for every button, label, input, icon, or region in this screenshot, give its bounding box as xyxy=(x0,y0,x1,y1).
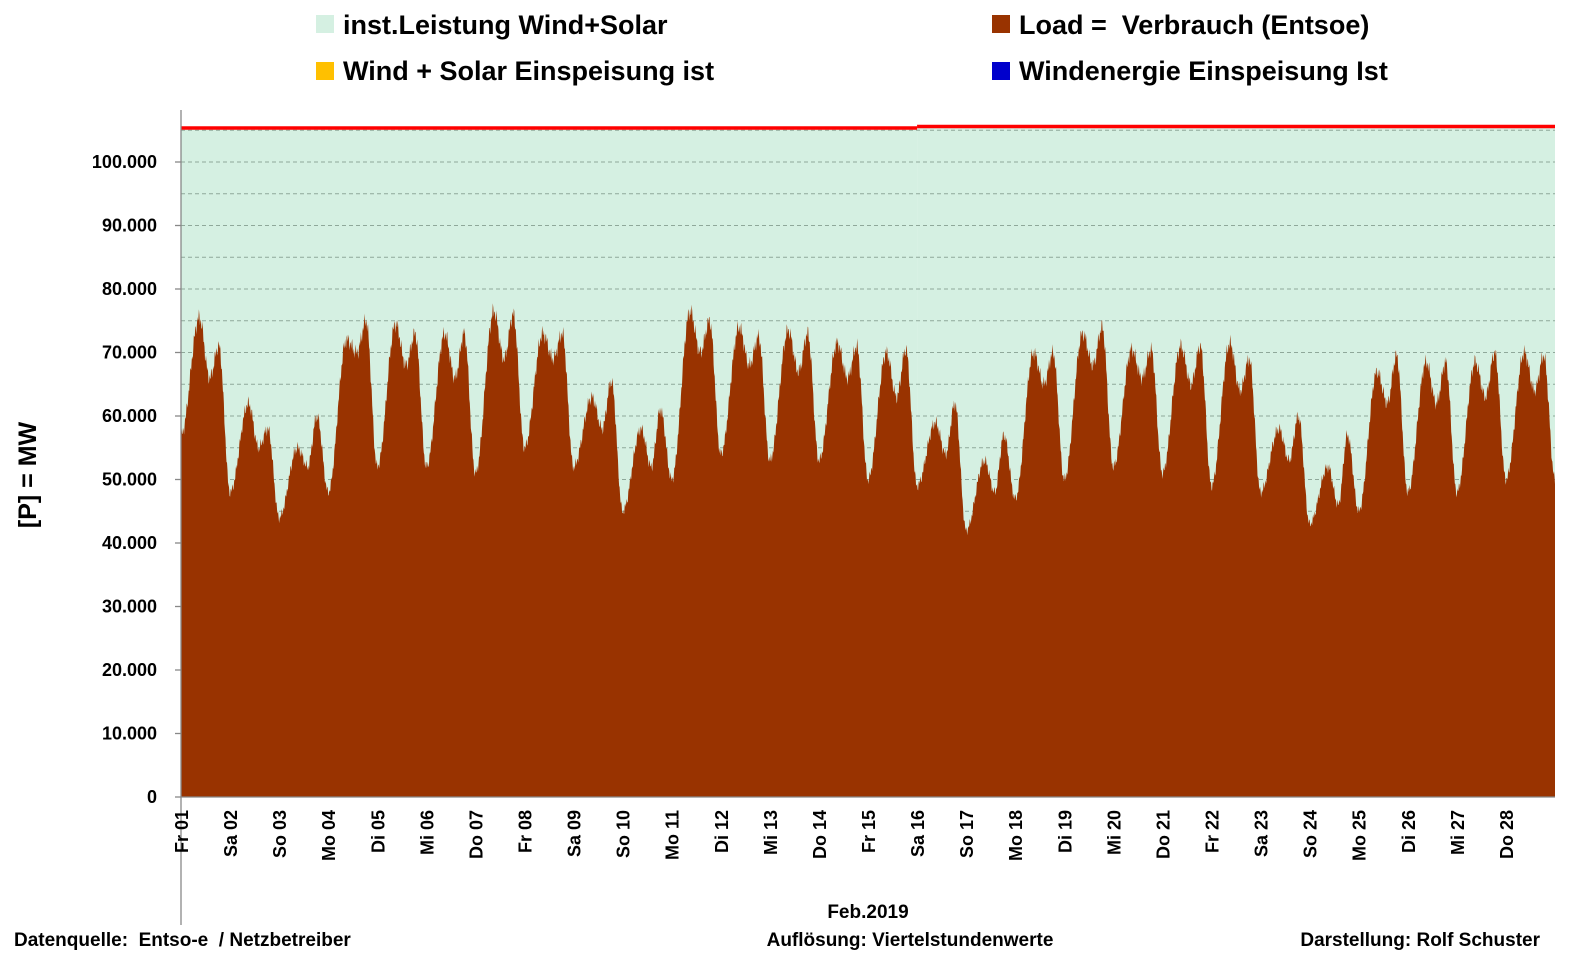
y-tick-label: 90.000 xyxy=(102,216,157,236)
y-tick-label: 50.000 xyxy=(102,470,157,490)
x-tick-label: Fr 08 xyxy=(516,810,536,853)
footer-author: Darstellung: Rolf Schuster xyxy=(1300,930,1540,951)
legend-swatch-wind xyxy=(992,62,1010,80)
x-tick-label: Do 21 xyxy=(1153,810,1173,859)
x-tick-label: So 10 xyxy=(614,810,634,858)
legend-label-wind: Windenergie Einspeisung Ist xyxy=(1019,56,1388,86)
x-tick-label: Mi 06 xyxy=(417,810,437,855)
x-tick-label: Sa 02 xyxy=(221,810,241,857)
x-tick-label: Mi 20 xyxy=(1104,810,1124,855)
legend: inst.Leistung Wind+Solar Load = Verbrauc… xyxy=(316,10,1388,86)
x-tick-label: Di 05 xyxy=(368,810,388,853)
x-tick-label: So 03 xyxy=(270,810,290,858)
y-tick-label: 60.000 xyxy=(102,406,157,426)
legend-label-wind-solar: Wind + Solar Einspeisung ist xyxy=(343,56,714,86)
x-tick-label: Mo 18 xyxy=(1006,810,1026,861)
x-tick-label: Mo 11 xyxy=(663,810,683,860)
x-tick-label: Sa 16 xyxy=(908,810,928,857)
x-tick-label: Mi 27 xyxy=(1448,810,1468,855)
x-tick-label: Fr 15 xyxy=(859,810,879,853)
y-tick-label: 70.000 xyxy=(102,343,157,363)
x-axis-label: Feb.2019 xyxy=(827,902,908,923)
y-tick-label: 30.000 xyxy=(102,597,157,617)
y-tick-label: 80.000 xyxy=(102,279,157,299)
x-tick-label: Do 07 xyxy=(466,810,486,859)
footer-resolution: Auflösung: Viertelstundenwerte xyxy=(767,930,1054,951)
x-tick-label: Di 19 xyxy=(1055,810,1075,853)
y-tick-label: 40.000 xyxy=(102,533,157,553)
legend-swatch-installed xyxy=(316,15,334,33)
y-tick-label: 20.000 xyxy=(102,660,157,680)
y-axis-label: [P] = MW xyxy=(14,421,42,528)
y-tick-label: 100.000 xyxy=(92,152,157,172)
legend-label-installed: inst.Leistung Wind+Solar xyxy=(343,10,668,40)
x-tick-label: Fr 22 xyxy=(1203,810,1223,853)
x-tick-label: Mo 04 xyxy=(319,810,339,861)
legend-label-load: Load = Verbrauch (Entsoe) xyxy=(1019,10,1369,40)
x-tick-label: So 17 xyxy=(957,810,977,858)
x-tick-label: Sa 09 xyxy=(565,810,585,857)
x-tick-label: So 24 xyxy=(1301,810,1321,858)
footer-source: Datenquelle: Entso-e / Netzbetreiber xyxy=(14,930,351,951)
x-axis: Fr 01 Sa 02 So 03 Mo 04 Di 05 Mi 06 Do 07 Fr 08… xyxy=(172,810,1517,861)
x-tick-label: Do 14 xyxy=(810,810,830,859)
y-axis: 0 10.000 20.000 30.000 40.000 50.000 60.000 70.… xyxy=(92,110,1555,925)
legend-swatch-wind-solar xyxy=(316,62,334,80)
x-tick-label: Di 12 xyxy=(712,810,732,853)
x-tick-label: Fr 01 xyxy=(172,810,192,853)
y-tick-label: 0 xyxy=(147,787,157,807)
x-tick-label: Do 28 xyxy=(1497,810,1517,859)
x-tick-label: Mi 13 xyxy=(761,810,781,855)
y-tick-label: 10.000 xyxy=(102,724,157,744)
x-tick-label: Mo 25 xyxy=(1350,810,1370,861)
legend-swatch-load xyxy=(992,15,1010,33)
x-tick-label: Di 26 xyxy=(1399,810,1419,853)
load-area xyxy=(181,303,1555,797)
x-tick-label: Sa 23 xyxy=(1252,810,1272,857)
